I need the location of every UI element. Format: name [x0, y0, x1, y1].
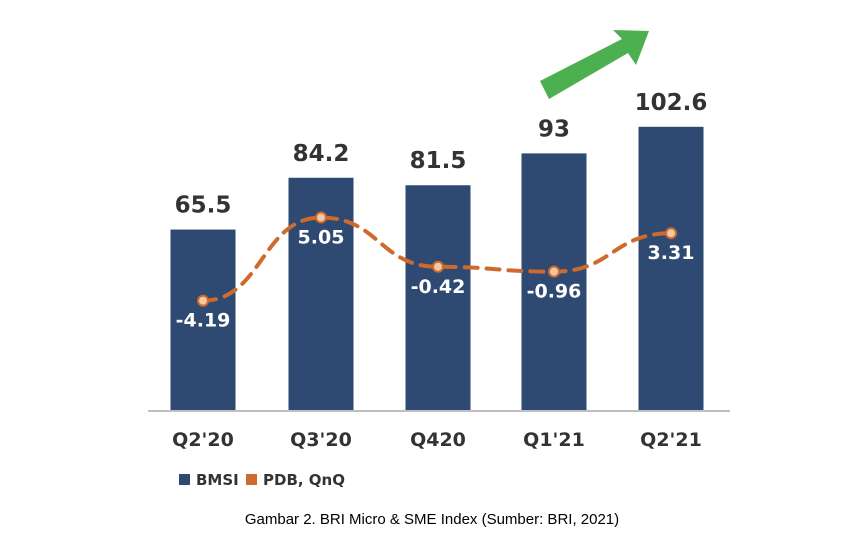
pdb-point-3	[548, 265, 560, 278]
bars-layer	[170, 126, 704, 411]
x-tick-label: Q420	[410, 429, 466, 451]
bar-value-label: 93	[538, 116, 570, 142]
legend-swatch-pdb	[246, 474, 257, 485]
pdb-value-label: -0.96	[527, 281, 582, 303]
x-tick-label: Q3'20	[290, 429, 352, 451]
legend-label-bmsi: BMSI	[196, 471, 239, 489]
bar-value-label: 65.5	[175, 193, 232, 219]
bar-value-label: 84.2	[293, 141, 350, 167]
pdb-point-0	[197, 294, 209, 307]
pdb-value-label: -0.42	[411, 276, 466, 298]
x-tick-label: Q1'21	[523, 429, 585, 451]
pdb-point-2	[432, 260, 444, 273]
pdb-line	[201, 215, 673, 303]
legend-label-pdb: PDB, QnQ	[263, 471, 345, 489]
pdb-value-label: 5.05	[298, 227, 345, 249]
pdb-point-4	[665, 227, 677, 240]
pdb-point-1	[315, 211, 327, 224]
legend-swatch-bmsi	[179, 474, 190, 485]
bar-0	[170, 229, 236, 411]
trend-arrow-icon	[540, 30, 649, 99]
bar-3	[521, 153, 587, 411]
labels-layer: 65.5 Q2'20 84.2 Q3'20 81.5 Q420 93 Q1'21 102.6 Q2…	[172, 90, 707, 451]
line-series-layer	[197, 211, 677, 307]
bar-2	[405, 185, 471, 411]
bar-value-label: 81.5	[410, 148, 467, 174]
legend: BMSI PDB, QnQ	[179, 471, 345, 489]
x-tick-label: Q2'21	[640, 429, 702, 451]
figure-caption: Gambar 2. BRI Micro & SME Index (Sumber:…	[244, 511, 620, 528]
pdb-value-label: 3.31	[648, 242, 695, 264]
bar-value-label: 102.6	[635, 90, 708, 116]
pdb-value-label: -4.19	[176, 310, 231, 332]
x-tick-label: Q2'20	[172, 429, 234, 451]
bar-4	[638, 126, 704, 411]
